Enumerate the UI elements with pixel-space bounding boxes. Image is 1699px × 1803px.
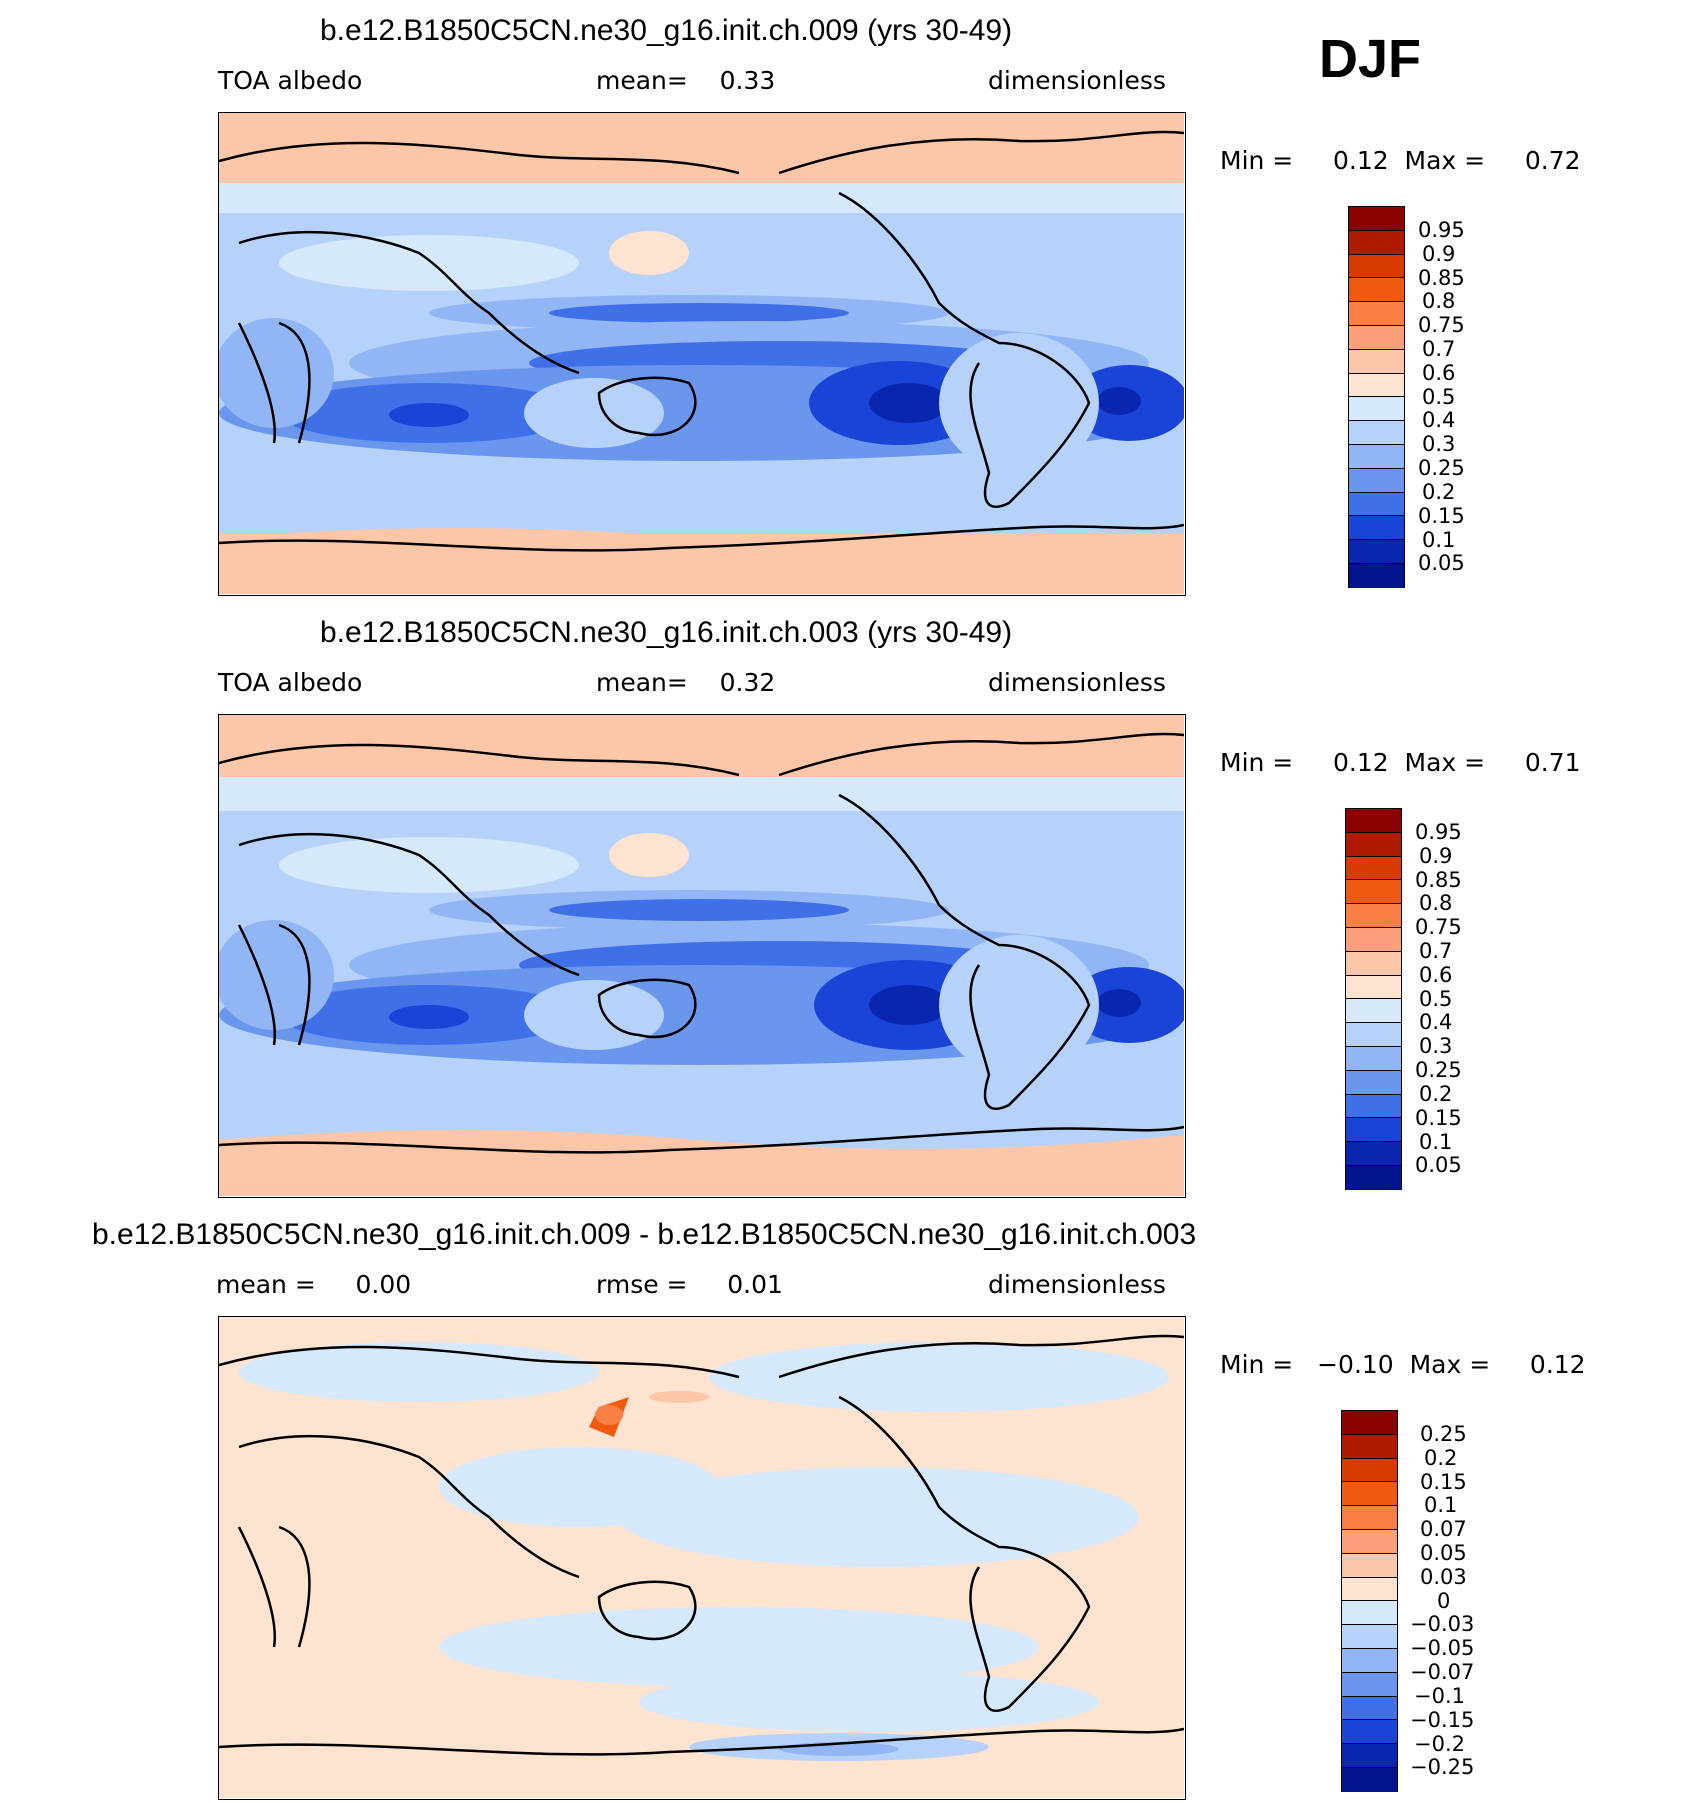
panel-2-map [218,714,1186,1198]
panel-3-colorbar [1341,1410,1398,1792]
season-label: DJF [1319,29,1422,89]
panel-3-mean-label: mean = 0.00 [216,1270,412,1299]
colorbar-tick: −0.05 [1410,1636,1475,1660]
colorbar-tick: 0.5 [1422,385,1456,409]
colorbar-tick: −0.2 [1414,1732,1465,1756]
colorbar-tick: 0.4 [1422,408,1456,432]
panel-3-title: b.e12.B1850C5CN.ne30_g16.init.ch.009 - b… [92,1218,1197,1251]
colorbar-tick: 0.15 [1420,1470,1467,1494]
panel-2-colorbar [1345,808,1402,1190]
panel-2-variable-label: TOA albedo [218,668,363,697]
colorbar-tick: 0 [1437,1589,1451,1613]
panel-2-title: b.e12.B1850C5CN.ne30_g16.init.ch.003 (yr… [320,616,1013,649]
panel-2-mean-label: mean= 0.32 [596,668,776,697]
colorbar-tick: 0.9 [1422,242,1456,266]
colorbar-tick: 0.9 [1419,844,1453,868]
colorbar-tick: −0.15 [1410,1708,1475,1732]
colorbar-tick: 0.95 [1418,218,1465,242]
panel-1-colorbar [1348,206,1405,588]
colorbar-tick: −0.25 [1410,1755,1475,1779]
colorbar-tick: 0.85 [1415,868,1462,892]
colorbar-tick: 0.1 [1422,528,1456,552]
colorbar-tick: 0.25 [1420,1422,1467,1446]
panel-1-title: b.e12.B1850C5CN.ne30_g16.init.ch.009 (yr… [320,14,1013,47]
colorbar-tick: 0.05 [1415,1153,1462,1177]
panel-1-map [218,112,1186,596]
colorbar-tick: 0.15 [1418,504,1465,528]
colorbar-tick: 0.05 [1420,1541,1467,1565]
colorbar-tick: 0.6 [1419,963,1453,987]
colorbar-tick: 0.3 [1419,1034,1453,1058]
colorbar-tick: 0.8 [1419,891,1453,915]
colorbar-tick: 0.03 [1420,1565,1467,1589]
panel-3-units-label: dimensionless [988,1270,1166,1299]
colorbar-tick: 0.5 [1419,987,1453,1011]
panel-3-rmse-label: rmse = 0.01 [596,1270,783,1299]
colorbar-tick: 0.1 [1419,1130,1453,1154]
colorbar-tick: 0.2 [1422,480,1456,504]
colorbar-tick: 0.85 [1418,266,1465,290]
colorbar-tick: 0.7 [1419,939,1453,963]
colorbar-tick: 0.1 [1424,1493,1458,1517]
colorbar-tick: 0.25 [1415,1058,1462,1082]
panel-1-minmax: Min = 0.12 Max = 0.72 [1220,146,1581,175]
colorbar-tick: 0.2 [1424,1446,1458,1470]
colorbar-tick: 0.6 [1422,361,1456,385]
colorbar-tick: 0.95 [1415,820,1462,844]
colorbar-tick: 0.15 [1415,1106,1462,1130]
panel-3-minmax: Min = −0.10 Max = 0.12 [1220,1350,1586,1379]
panel-1-variable-label: TOA albedo [218,66,363,95]
colorbar-tick: 0.07 [1420,1517,1467,1541]
panel-2-units-label: dimensionless [988,668,1166,697]
panel-3-map [218,1316,1186,1800]
colorbar-tick: 0.25 [1418,456,1465,480]
colorbar-tick: 0.75 [1418,313,1465,337]
panel-2-minmax: Min = 0.12 Max = 0.71 [1220,748,1581,777]
colorbar-tick: 0.75 [1415,915,1462,939]
colorbar-tick: 0.4 [1419,1010,1453,1034]
colorbar-tick: −0.03 [1410,1612,1475,1636]
colorbar-tick: 0.8 [1422,289,1456,313]
colorbar-tick: −0.1 [1414,1684,1465,1708]
colorbar-tick: 0.2 [1419,1082,1453,1106]
panel-1-mean-label: mean= 0.33 [596,66,776,95]
panel-1-units-label: dimensionless [988,66,1166,95]
colorbar-tick: 0.3 [1422,432,1456,456]
colorbar-tick: −0.07 [1410,1660,1475,1684]
colorbar-tick: 0.7 [1422,337,1456,361]
colorbar-tick: 0.05 [1418,551,1465,575]
